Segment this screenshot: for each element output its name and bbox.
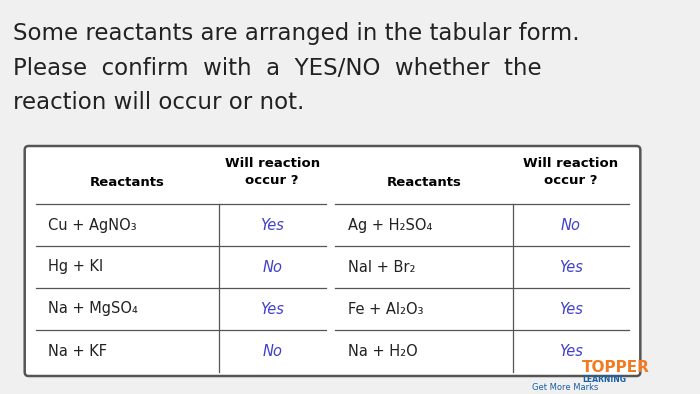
Text: Yes: Yes — [260, 217, 284, 232]
Text: Na + MgSO₄: Na + MgSO₄ — [48, 301, 137, 316]
Text: NaI + Br₂: NaI + Br₂ — [348, 260, 415, 275]
Text: No: No — [262, 260, 282, 275]
Text: Yes: Yes — [559, 260, 583, 275]
FancyBboxPatch shape — [25, 146, 640, 376]
Text: Get More Marks: Get More Marks — [532, 383, 598, 392]
Text: Fe + Al₂O₃: Fe + Al₂O₃ — [348, 301, 424, 316]
Text: Na + KF: Na + KF — [48, 344, 106, 359]
Text: TOPPER: TOPPER — [582, 361, 650, 375]
Text: Yes: Yes — [559, 344, 583, 359]
Text: Ag + H₂SO₄: Ag + H₂SO₄ — [348, 217, 432, 232]
Text: Hg + KI: Hg + KI — [48, 260, 103, 275]
Text: Yes: Yes — [260, 301, 284, 316]
Text: Na + H₂O: Na + H₂O — [348, 344, 417, 359]
Text: No: No — [561, 217, 581, 232]
Text: Please  confirm  with  a  YES/NO  whether  the: Please confirm with a YES/NO whether the — [13, 57, 542, 80]
Text: LEARNING: LEARNING — [582, 375, 626, 385]
Text: Reactants: Reactants — [90, 175, 164, 188]
Text: Will reaction
occur ?: Will reaction occur ? — [225, 157, 320, 187]
Text: reaction will occur or not.: reaction will occur or not. — [13, 91, 304, 114]
Text: Will reaction
occur ?: Will reaction occur ? — [524, 157, 619, 187]
Text: Reactants: Reactants — [387, 175, 461, 188]
Text: Yes: Yes — [559, 301, 583, 316]
Text: No: No — [262, 344, 282, 359]
Text: Cu + AgNO₃: Cu + AgNO₃ — [48, 217, 136, 232]
Text: Some reactants are arranged in the tabular form.: Some reactants are arranged in the tabul… — [13, 22, 580, 45]
